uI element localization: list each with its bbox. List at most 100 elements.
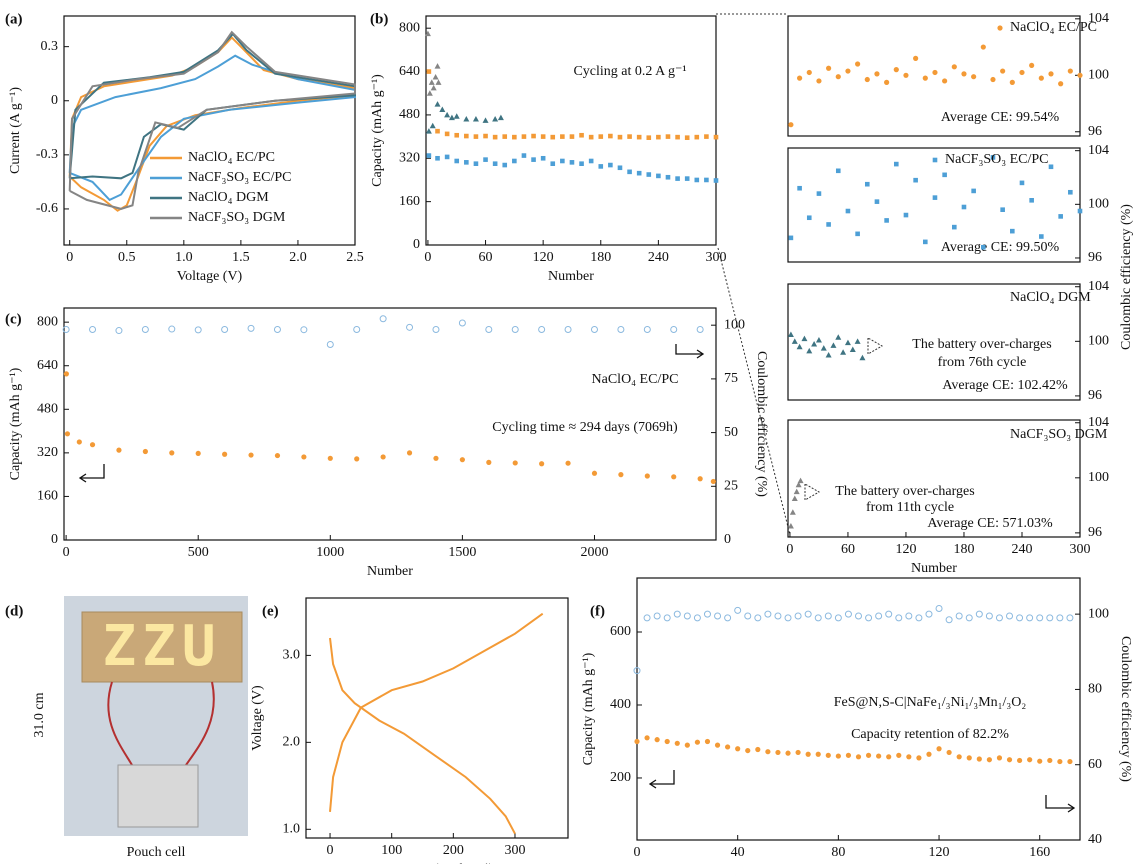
x-tick-label: 100 [381, 843, 402, 858]
data-point [168, 325, 176, 333]
data-point [980, 44, 986, 50]
data-point [775, 749, 781, 756]
data-point [725, 744, 731, 750]
data-point [840, 349, 847, 355]
pointer-triangle [867, 337, 884, 355]
y-tick-label: -0.6 [36, 201, 58, 216]
data-point [774, 612, 782, 620]
x-tick-label: 180 [590, 250, 611, 265]
data-point [439, 106, 446, 112]
data-point [550, 161, 556, 166]
data-point [1027, 757, 1033, 763]
data-point [961, 71, 967, 77]
y-tick-label: 100 [1088, 68, 1109, 83]
data-point [301, 454, 307, 460]
data-point [835, 74, 841, 80]
y-tick-label: -0.3 [36, 147, 58, 162]
data-point [579, 161, 584, 166]
data-point [825, 752, 831, 758]
data-point [996, 755, 1003, 761]
data-point [540, 134, 546, 139]
annotation: The battery over-charges [912, 337, 1051, 352]
data-point [785, 750, 791, 756]
data-point [354, 456, 360, 462]
data-point [1067, 68, 1073, 74]
data-point [704, 177, 709, 183]
plot-frame [787, 283, 1081, 401]
annotation: from 11th cycle [866, 500, 954, 515]
data-point [791, 338, 798, 344]
data-point [916, 755, 922, 761]
data-point [247, 324, 255, 332]
x-axis-label: Number [911, 561, 957, 576]
data-point [492, 161, 498, 166]
data-point [486, 459, 492, 465]
y-tick-label: 96 [1088, 525, 1102, 540]
data-point [1046, 614, 1054, 622]
data-point [248, 452, 254, 458]
data-point [644, 473, 650, 479]
data-point [942, 172, 947, 178]
data-point [1058, 214, 1063, 219]
annotation: Capacity retention of 82.2% [851, 727, 1009, 742]
data-point [521, 153, 527, 158]
data-point [714, 742, 721, 748]
data-point [459, 457, 465, 463]
data-point [435, 128, 440, 134]
data-point [1006, 757, 1013, 763]
x-tick-label: 0 [424, 250, 431, 265]
data-point [694, 177, 700, 183]
y-tick-label: 320 [37, 445, 58, 460]
data-point [425, 128, 432, 134]
data-point [141, 325, 149, 333]
data-point [893, 67, 899, 73]
data-point [379, 315, 387, 323]
data-point [745, 747, 751, 754]
x-tick-label: 60 [841, 542, 855, 557]
data-point [704, 134, 709, 139]
data-point [976, 756, 982, 762]
x-tick-label: 0 [66, 250, 73, 265]
data-point [432, 73, 439, 80]
data-point [1077, 72, 1083, 78]
wire [107, 681, 133, 766]
data-point [665, 134, 671, 139]
data-point [942, 78, 948, 84]
data-point [875, 612, 883, 620]
data-point [925, 610, 933, 618]
x-tick-label: 1.5 [232, 250, 250, 265]
data-point [697, 476, 703, 482]
data-point [656, 173, 661, 179]
data-point [874, 199, 880, 204]
data-point [965, 614, 973, 622]
led-board [81, 611, 243, 683]
data-point [116, 447, 122, 453]
y-tick-label: 96 [1088, 250, 1102, 265]
photo-panel: ZZU 31.0 cm Pouch cell (d) [5, 596, 248, 860]
data-point [473, 161, 479, 166]
data-point [703, 610, 711, 618]
data-point [683, 612, 691, 620]
data-point [990, 76, 996, 83]
data-point [531, 133, 536, 139]
data-point [502, 162, 508, 168]
data-point [590, 325, 598, 333]
axis-arrow [78, 464, 105, 483]
x-tick-label: 2.5 [346, 250, 364, 265]
data-point [432, 325, 440, 333]
y2-tick-label: 100 [724, 317, 745, 332]
x-tick-label: 300 [1070, 542, 1091, 557]
data-point [473, 134, 479, 139]
data-point [1048, 71, 1054, 77]
data-point [430, 84, 437, 91]
data-point [591, 470, 598, 476]
data-point [560, 134, 565, 139]
data-point [483, 157, 488, 162]
data-point [797, 185, 802, 191]
data-point [464, 160, 469, 165]
data-point [1068, 189, 1073, 195]
data-point [913, 177, 918, 183]
data-point [664, 738, 670, 745]
data-point [675, 134, 680, 140]
data-point [956, 754, 962, 760]
